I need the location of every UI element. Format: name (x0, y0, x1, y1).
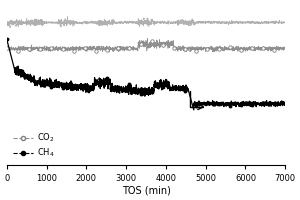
X-axis label: TOS (min): TOS (min) (122, 186, 170, 196)
Legend: $\rm CO_2$, $\rm CH_4$: $\rm CO_2$, $\rm CH_4$ (11, 130, 56, 161)
